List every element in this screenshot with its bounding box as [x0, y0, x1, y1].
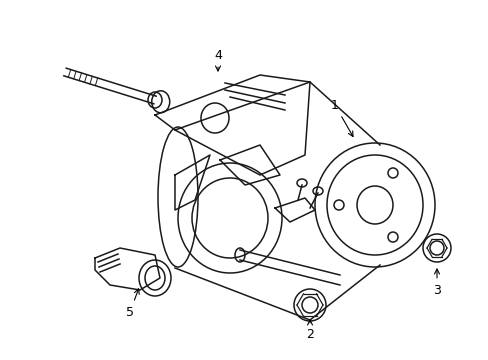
Text: 2: 2	[305, 320, 313, 342]
Text: 3: 3	[432, 269, 440, 297]
Text: 1: 1	[330, 99, 352, 136]
Text: 5: 5	[126, 289, 139, 319]
Text: 4: 4	[214, 49, 222, 71]
